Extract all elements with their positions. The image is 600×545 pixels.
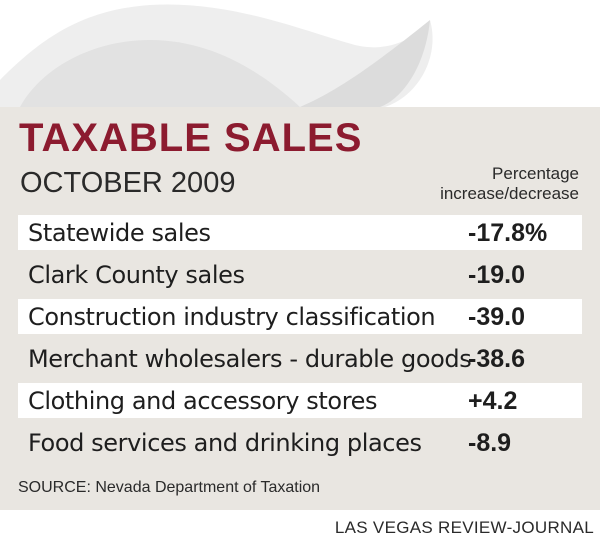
row-label: Construction industry classification xyxy=(28,303,436,331)
decorative-receipt-graphic xyxy=(0,4,433,108)
table-row: Merchant wholesalers - durable goods -38.… xyxy=(18,341,582,376)
table-row: Construction industry classification -39.… xyxy=(18,299,582,334)
publisher-credit: LAS VEGAS REVIEW-JOURNAL xyxy=(334,518,594,537)
column-header-line-1: Percentage xyxy=(492,164,579,183)
column-header-line-2: increase/decrease xyxy=(440,184,579,203)
row-value: -38.6 xyxy=(468,345,525,373)
column-header: Percentage increase/decrease xyxy=(379,164,579,204)
chart-subtitle: OCTOBER 2009 xyxy=(20,167,236,199)
data-table: Statewide sales -17.8% Clark County sales -… xyxy=(18,215,582,467)
row-value: -17.8% xyxy=(468,219,548,247)
row-value: +4.2 xyxy=(468,387,518,415)
chart-title: TAXABLE SALES xyxy=(19,116,363,160)
row-label: Food services and drinking places xyxy=(28,429,422,457)
source-note: SOURCE: Nevada Department of Taxation xyxy=(18,479,321,496)
row-value: -39.0 xyxy=(468,303,525,331)
receipt-shadow-shape xyxy=(300,20,430,107)
receipt-fold-shape xyxy=(20,40,300,107)
table-row: Clark County sales -19.0 xyxy=(18,257,582,292)
table-row: Food services and drinking places -8.9 xyxy=(18,425,582,460)
row-label: Clark County sales xyxy=(28,261,245,289)
row-label: Clothing and accessory stores xyxy=(28,387,378,415)
row-label: Merchant wholesalers - durable goods xyxy=(28,345,472,373)
row-label: Statewide sales xyxy=(28,219,211,247)
row-value: -19.0 xyxy=(468,261,525,289)
table-row: Statewide sales -17.8% xyxy=(18,215,582,250)
table-row: Clothing and accessory stores +4.2 xyxy=(18,383,582,418)
row-value: -8.9 xyxy=(468,429,512,457)
